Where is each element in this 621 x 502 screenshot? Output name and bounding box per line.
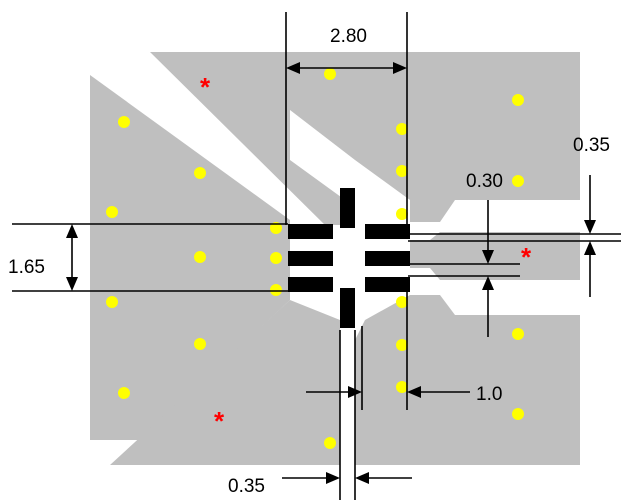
via <box>396 165 408 177</box>
label-1-0: 1.0 <box>476 384 502 405</box>
bottom-left-copper-band <box>110 300 340 465</box>
via <box>512 94 524 106</box>
top-right-copper-region <box>290 52 580 222</box>
via <box>194 338 206 350</box>
pad-top-center <box>340 188 355 228</box>
label-0-30: 0.30 <box>466 171 503 192</box>
via <box>270 222 282 234</box>
pad-right-mid <box>365 251 410 266</box>
via <box>396 123 408 135</box>
pad-left-top <box>288 224 333 239</box>
pads <box>288 188 410 328</box>
via <box>106 296 118 308</box>
pad-right-top <box>365 224 410 239</box>
dimension-lines <box>12 12 621 500</box>
copper-regions <box>90 52 580 465</box>
label-2-80: 2.80 <box>330 26 367 47</box>
via <box>324 437 336 449</box>
label-0-35-right: 0.35 <box>573 135 610 156</box>
dimension-labels: 2.80 0.35 0.30 1.65 1.0 0.35 <box>8 26 610 497</box>
marker-star-bottom: * <box>214 406 225 436</box>
via <box>396 296 408 308</box>
via <box>324 68 336 80</box>
via <box>118 116 130 128</box>
bottom-right-copper-region <box>355 295 580 465</box>
via <box>118 387 130 399</box>
via <box>512 408 524 420</box>
via <box>270 284 282 296</box>
marker-star-top: * <box>200 72 211 102</box>
via <box>512 328 524 340</box>
left-copper-region <box>90 75 290 440</box>
via <box>194 251 206 263</box>
pad-left-bottom <box>288 277 333 292</box>
pad-left-mid <box>288 251 333 266</box>
via <box>396 339 408 351</box>
via <box>106 206 118 218</box>
right-signal-trace <box>410 232 580 280</box>
via <box>194 167 206 179</box>
via <box>396 381 408 393</box>
via <box>270 252 282 264</box>
center-clearance <box>330 225 365 300</box>
via <box>512 175 524 187</box>
marker-star-right: * <box>521 242 532 272</box>
label-1-65: 1.65 <box>8 257 45 278</box>
via <box>396 208 408 220</box>
pad-right-bottom <box>365 277 410 292</box>
pad-bottom-center <box>340 288 355 328</box>
markers: * * * <box>200 72 532 436</box>
vias <box>106 68 524 449</box>
label-0-35-bottom: 0.35 <box>228 476 265 497</box>
top-left-copper-band <box>150 52 352 230</box>
